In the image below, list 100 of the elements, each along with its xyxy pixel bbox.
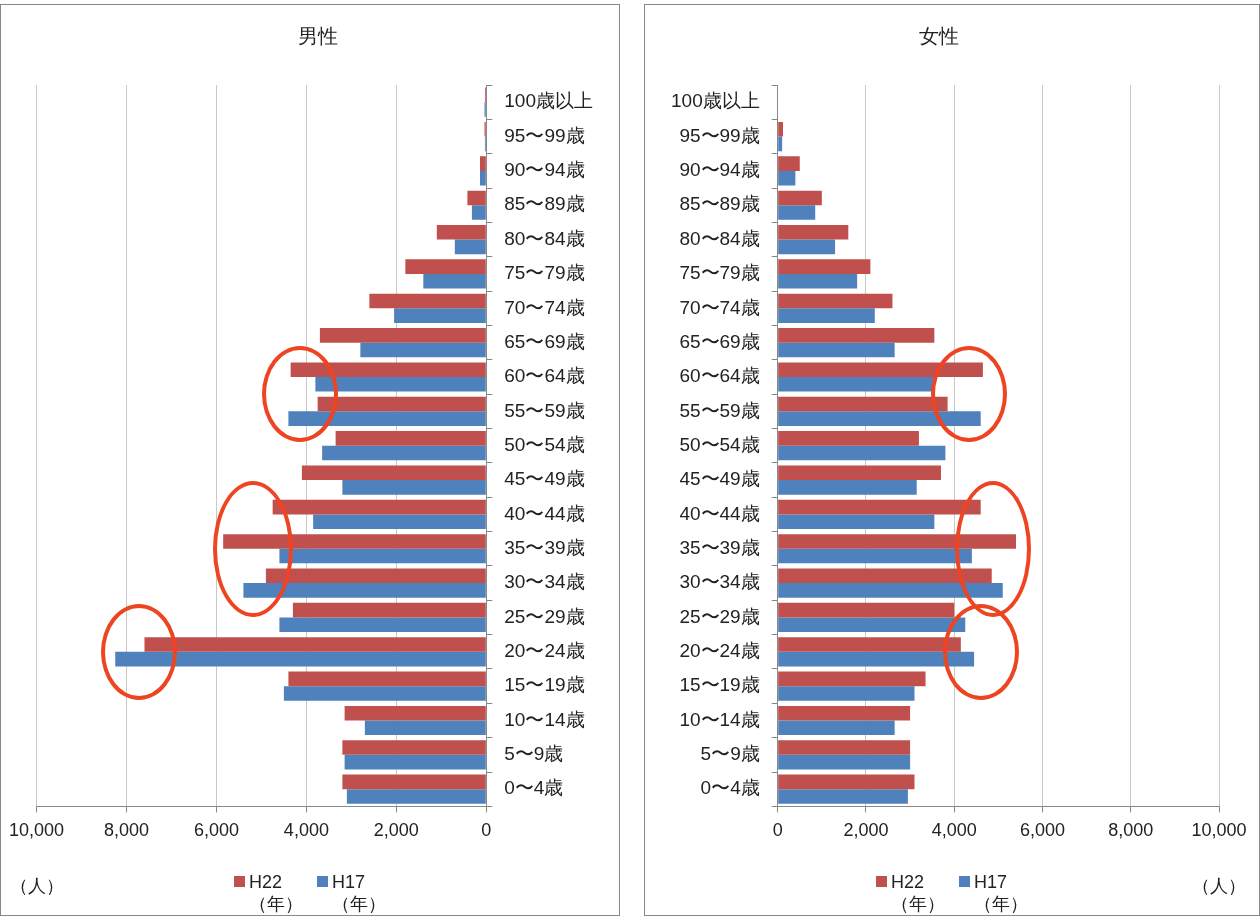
bar <box>335 431 486 446</box>
bar <box>467 190 486 206</box>
bar <box>265 568 486 584</box>
y-tick-label: 35〜39歳 <box>679 536 760 558</box>
x-tick-label: 4,000 <box>931 820 977 841</box>
bar <box>317 396 486 412</box>
bar <box>342 774 486 790</box>
legend-label: H17 （年） <box>974 871 1028 915</box>
y-tick-label: 5〜9歳 <box>504 743 564 765</box>
y-tick-label: 0〜4歳 <box>700 777 760 799</box>
x-tick-label: 8,000 <box>103 820 150 841</box>
bar <box>342 740 486 755</box>
x-tick-label: 6,000 <box>193 820 239 841</box>
bar <box>778 308 875 323</box>
bar <box>360 342 486 358</box>
bar <box>283 686 486 701</box>
bar <box>778 465 941 481</box>
legend-label: H17 （年） <box>332 871 386 915</box>
y-tick-label: 95〜99歳 <box>679 124 760 146</box>
bar <box>144 637 486 652</box>
y-tick-label: 70〜74歳 <box>504 296 585 318</box>
y-tick-label: 30〜34歳 <box>504 571 585 593</box>
bar <box>778 686 915 701</box>
y-tick-label: 45〜49歳 <box>679 468 760 490</box>
bar <box>778 136 783 152</box>
bar <box>778 259 871 274</box>
bar <box>480 170 486 186</box>
y-tick-label: 65〜69歳 <box>679 330 760 352</box>
y-tick-label: 80〜84歳 <box>679 227 760 249</box>
y-tick-label: 20〜24歳 <box>679 640 760 662</box>
bar <box>778 548 972 564</box>
y-tick-label: 35〜39歳 <box>504 536 585 558</box>
bar <box>778 362 983 377</box>
bar <box>778 617 966 633</box>
bar <box>279 617 486 633</box>
bar <box>778 445 946 461</box>
bar <box>301 465 486 481</box>
y-tick-label: 50〜54歳 <box>679 433 760 455</box>
bar <box>778 480 917 495</box>
y-tick-label: 40〜44歳 <box>679 502 760 524</box>
bar <box>778 583 1003 598</box>
bar <box>778 651 975 667</box>
y-tick-label: 85〜89歳 <box>679 193 760 215</box>
bar <box>778 774 915 790</box>
bar <box>778 637 961 652</box>
y-tick-label: 25〜29歳 <box>679 605 760 627</box>
y-tick-label: 25〜29歳 <box>504 605 585 627</box>
bar <box>344 705 486 721</box>
bar <box>243 583 486 598</box>
bar <box>778 568 992 584</box>
bar <box>778 121 783 137</box>
bar <box>272 499 486 515</box>
bar <box>115 651 486 667</box>
bar <box>778 170 796 186</box>
chart-title: 男性 <box>298 24 338 47</box>
bar <box>778 602 955 618</box>
bar <box>288 411 486 426</box>
y-tick-label: 60〜64歳 <box>679 365 760 387</box>
bar <box>778 377 935 392</box>
x-tick-label: 2,000 <box>373 820 419 841</box>
bar <box>778 205 816 220</box>
bar <box>778 293 893 309</box>
y-tick-label: 30〜34歳 <box>679 571 760 593</box>
legend-label: H22 （年） <box>891 871 945 915</box>
bar <box>322 445 486 461</box>
y-tick-label: 100歳以上 <box>671 90 760 112</box>
y-tick-label: 10〜14歳 <box>679 708 760 730</box>
bar <box>778 190 822 206</box>
bar <box>778 342 895 358</box>
y-tick-label: 0〜4歳 <box>504 777 564 799</box>
bar <box>454 239 486 255</box>
y-tick-label: 70〜74歳 <box>679 296 760 318</box>
y-tick-label: 75〜79歳 <box>679 262 760 284</box>
bar <box>315 377 486 392</box>
x-tick-label: 10,000 <box>9 820 65 841</box>
bar <box>471 205 486 220</box>
bar <box>480 156 486 171</box>
y-tick-label: 90〜94歳 <box>679 159 760 181</box>
bar <box>778 273 858 289</box>
legend-label: H22 （年） <box>249 871 303 915</box>
y-tick-label: 5〜9歳 <box>700 743 760 765</box>
y-tick-label: 40〜44歳 <box>504 502 585 524</box>
y-tick-label: 75〜79歳 <box>504 262 585 284</box>
y-tick-label: 90〜94歳 <box>504 159 585 181</box>
x-tick-label: 10,000 <box>1191 820 1247 841</box>
bar <box>778 411 981 426</box>
y-tick-label: 85〜89歳 <box>504 193 585 215</box>
y-tick-label: 50〜54歳 <box>504 433 585 455</box>
bar <box>319 328 486 343</box>
bar <box>290 362 486 377</box>
bar <box>778 224 849 240</box>
bar <box>346 789 486 804</box>
chart-title: 女性 <box>919 24 959 47</box>
y-tick-label: 15〜19歳 <box>679 674 760 696</box>
bar <box>778 499 981 515</box>
y-tick-label: 10〜14歳 <box>504 708 585 730</box>
x-axis-title: （人） <box>9 875 64 898</box>
bar <box>369 293 486 309</box>
x-tick-label: 6,000 <box>1019 820 1065 841</box>
y-tick-label: 55〜59歳 <box>504 399 585 421</box>
